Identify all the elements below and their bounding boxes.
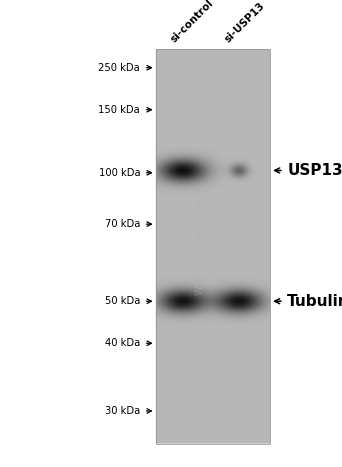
Text: 40 kDa: 40 kDa [105,338,140,348]
Text: si-control: si-control [169,0,216,44]
Text: USP13: USP13 [287,163,342,178]
Text: 50 kDa: 50 kDa [105,296,140,306]
Text: si-USP13: si-USP13 [223,0,267,44]
Text: Tubulin: Tubulin [287,294,342,309]
Text: 250 kDa: 250 kDa [98,63,140,73]
Text: WWW.PTGLABECOM: WWW.PTGLABECOM [194,197,204,296]
Text: 100 kDa: 100 kDa [98,168,140,178]
Text: 30 kDa: 30 kDa [105,406,140,416]
Text: 70 kDa: 70 kDa [105,219,140,229]
Bar [156,49,270,444]
Text: 150 kDa: 150 kDa [98,105,140,115]
